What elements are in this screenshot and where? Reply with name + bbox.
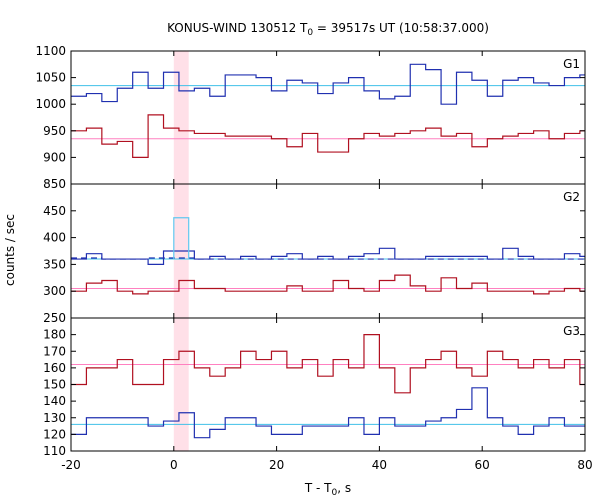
g3-y-tick-label: 160 [43,361,66,375]
x-axis-label-subscript: 0 [332,488,338,498]
g3-y-tick-label: 180 [43,328,66,342]
g1-y-tick-label: 1000 [35,97,66,111]
g2-y-tick-label: 250 [43,311,66,325]
x-tick-label: -20 [61,458,81,472]
chart-title-prefix: KONUS-WIND 130512 T [167,21,308,35]
x-axis-label-suffix: , s [337,481,351,495]
g1-series-1 [71,63,585,105]
y-axis-label: counts / sec [3,214,17,286]
g3-y-tick-label: 150 [43,378,66,392]
g2-y-tick-label: 450 [43,204,66,218]
x-tick-label: 40 [372,458,387,472]
g1-panel-label: G1 [563,57,580,71]
g2-series-2 [71,257,585,260]
g1-y-tick-label: 1100 [35,44,66,58]
g1-y-tick-label: 1050 [35,71,66,85]
g2-panel-label: G2 [563,190,580,204]
x-tick-label: 0 [170,458,178,472]
g1-y-tick-label: 900 [43,150,66,164]
g3-y-tick-label: 140 [43,394,66,408]
g1-series-0 [71,114,585,158]
g3-y-tick-label: 130 [43,411,66,425]
g1-y-tick-label: 850 [43,177,66,191]
g2-y-tick-label: 400 [43,231,66,245]
x-tick-label: 60 [475,458,490,472]
x-tick-label: 20 [269,458,284,472]
g2-series-0 [71,274,585,295]
g2-series-1 [71,247,585,265]
g3-y-tick-label: 170 [43,344,66,358]
series-layer [71,63,585,439]
g2-y-tick-label: 350 [43,257,66,271]
g3-y-tick-label: 120 [43,427,66,441]
g1-y-tick-label: 950 [43,124,66,138]
frame-layer [70,50,586,452]
text-layer: KONUS-WIND 130512 T0 = 39517s UT (10:58:… [3,21,593,498]
chart-title-suffix: = 39517s UT (10:58:37.000) [313,21,489,35]
g2-series-3 [173,217,190,260]
g2-y-tick-label: 300 [43,284,66,298]
g3-series-0 [71,334,585,394]
x-axis-label-prefix: T - T [304,481,332,495]
g3-panel-label: G3 [563,324,580,338]
g2-panel-frame [70,183,586,319]
chart-title-subscript: 0 [307,28,313,38]
g3-y-tick-label: 110 [43,444,66,458]
x-axis-label: T - T0, s [304,481,351,498]
x-tick-label: 80 [577,458,592,472]
chart-title: KONUS-WIND 130512 T0 = 39517s UT (10:58:… [167,21,489,38]
g3-series-1 [71,387,585,439]
